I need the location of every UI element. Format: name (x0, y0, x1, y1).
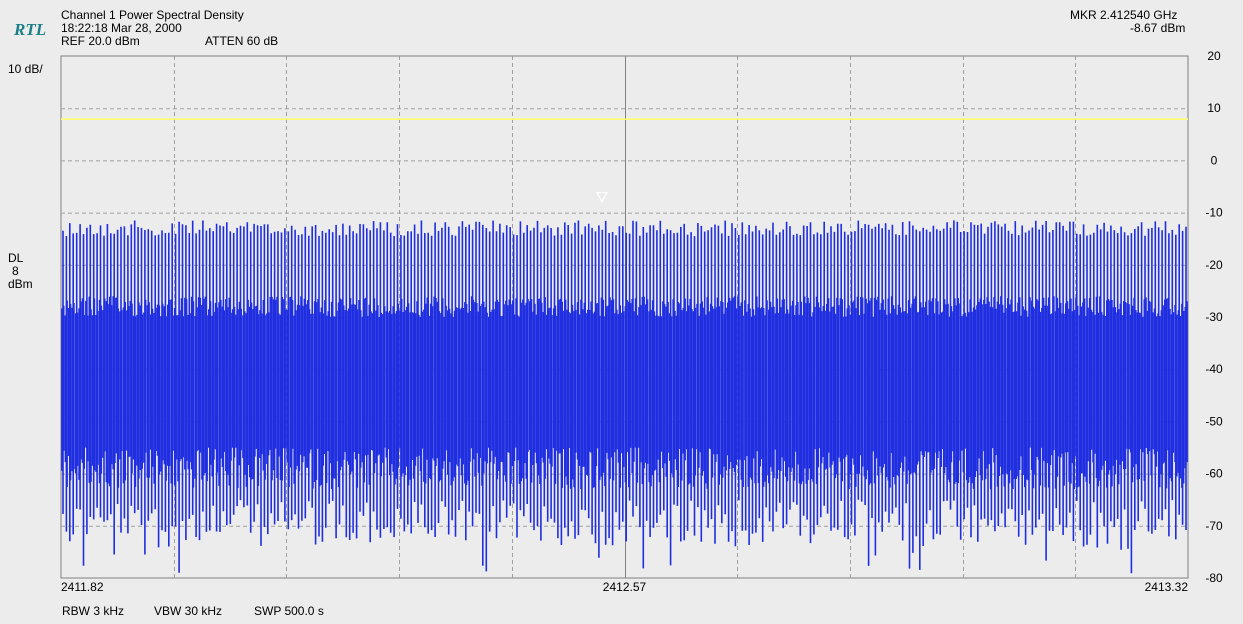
y-tick-label: -80 (1205, 571, 1223, 585)
spectrum-trace (61, 220, 1188, 574)
x-tick-label: 2411.82 (61, 580, 104, 594)
rtl-logo: RTL (14, 20, 47, 39)
timestamp: 18:22:18 Mar 28, 2000 (61, 21, 182, 35)
y-tick-label: -50 (1205, 414, 1223, 428)
chart-labels: 20 10 0 -10 -20 -30 -40 -50 -60 -70 -80 2411.82 2412… (61, 49, 1223, 594)
reference-level: REF 20.0 dBm (61, 34, 140, 48)
attenuation: ATTEN 60 dB (205, 34, 279, 48)
y-tick-label: -60 (1205, 467, 1223, 481)
y-tick-label: -20 (1205, 258, 1223, 272)
y-tick-label: 10 (1207, 101, 1221, 115)
rbw-setting: RBW 3 kHz (62, 604, 125, 618)
y-tick-label: -10 (1205, 206, 1223, 220)
y-tick-label: 0 (1211, 153, 1218, 167)
y-tick-label: -70 (1205, 519, 1223, 533)
y-tick-label: 20 (1207, 49, 1221, 63)
sweep-setting: SWP 500.0 s (254, 604, 324, 618)
y-tick-label: -30 (1205, 310, 1223, 324)
display-line-value: 8 (12, 264, 19, 278)
chart-title: Channel 1 Power Spectral Density (61, 8, 244, 22)
vbw-setting: VBW 30 kHz (154, 604, 223, 618)
marker-frequency: MKR 2.412540 GHz (1070, 8, 1178, 22)
display-line-unit: dBm (8, 277, 33, 291)
x-tick-label: 2412.57 (603, 580, 647, 594)
y-tick-label: -40 (1205, 362, 1223, 376)
marker-triangle (595, 192, 609, 203)
chart-overlay (61, 118, 1188, 203)
x-tick-label: 2413.32 (1145, 580, 1189, 594)
display-line-label: DL (8, 251, 24, 265)
scale-label: 10 dB/ (8, 62, 43, 76)
marker-level: -8.67 dBm (1130, 21, 1186, 35)
modulation-band (61, 296, 1188, 490)
